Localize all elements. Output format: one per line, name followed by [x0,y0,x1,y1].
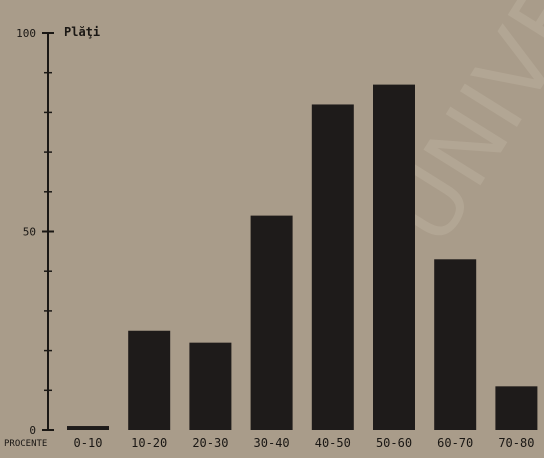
bar-60-70 [434,259,477,430]
x-tick-label: 40-50 [315,436,351,450]
x-axis-label: PROCENTE [4,439,47,449]
bar-50-60 [373,84,415,431]
bar-0-10 [67,426,109,430]
bar-40-50 [311,104,354,431]
x-tick-labels: 0-10 10-20 20-30 30-40 40-50 50-60 60-70 70-80 [74,436,535,450]
x-tick-label: 20-30 [192,436,228,450]
y-ticks: 0 50 100 [16,27,54,437]
y-axis-label: Plăţi [64,25,100,39]
x-tick-label: 60-70 [437,436,473,450]
x-tick-label: 30-40 [254,436,290,450]
bar-10-20 [128,330,171,430]
y-tick-label: 50 [23,226,36,239]
x-tick-label: 70-80 [498,436,534,450]
bar-30-40 [250,215,293,430]
bars [67,84,538,431]
x-tick-label: 0-10 [74,436,103,450]
x-tick-label: 10-20 [131,436,167,450]
y-axis: 0 50 100 Plăţi [16,25,100,437]
x-axis: PROCENTE 0-10 10-20 20-30 30-40 40-50 50-60 60… [4,436,534,450]
y-tick-label: 0 [29,424,36,437]
bar-20-30 [189,342,232,430]
y-tick-label: 100 [16,27,36,40]
x-tick-label: 50-60 [376,436,412,450]
bar-70-80 [495,386,538,430]
